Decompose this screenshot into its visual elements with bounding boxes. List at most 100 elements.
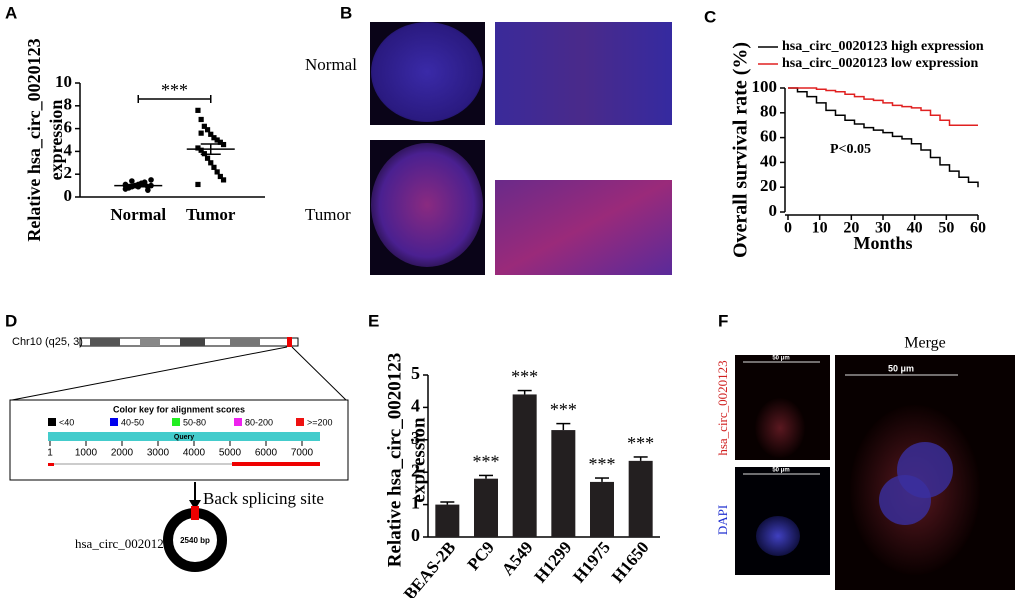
point (204, 127, 211, 133)
y-axis-label: Overall survival rate (%) (730, 42, 752, 258)
query-label: Query (174, 434, 194, 441)
key-label: 80-200 (245, 417, 273, 427)
ruler-label: 1000 (75, 448, 98, 459)
scale-label: 50 μm (888, 363, 914, 373)
x-tick-label: 20 (843, 220, 859, 237)
point (145, 187, 151, 193)
key-label: <40 (59, 417, 74, 427)
y-tick-label: 100 (752, 77, 778, 96)
x-tick-label: 30 (875, 220, 891, 237)
channel-label: hsa_circ_0020123 (715, 360, 730, 455)
point (208, 131, 214, 137)
x-tick-label: 50 (938, 220, 954, 237)
key-swatch (110, 418, 118, 426)
chromosome-label: Chr10 (q25, 3) (12, 336, 83, 348)
panel-letter: F (718, 311, 728, 330)
channel-label: DAPI (715, 505, 730, 535)
key-label: >=200 (307, 417, 333, 427)
micrographs (370, 22, 672, 275)
key-label: 40-50 (121, 417, 144, 427)
y-axis-label: Relative hsa_circ_0020123 (24, 38, 44, 241)
annotation: *** (161, 80, 188, 100)
x-tick-label: H1299 (530, 538, 575, 586)
x-tick-label: 40 (907, 220, 923, 237)
y-tick-label: 5 (411, 363, 420, 383)
point (201, 123, 207, 129)
y-tick-label: 40 (760, 151, 777, 170)
circ-label: hsa_circ_0020123 (75, 536, 170, 551)
y-axis-label: Relative hsa_circ_0020123 (384, 353, 405, 567)
point (198, 116, 204, 123)
y-tick-label: 2 (64, 163, 73, 182)
point (214, 137, 220, 143)
x-tick-label: H1650 (608, 538, 653, 586)
significance: *** (550, 400, 577, 420)
y-tick-label: 0 (411, 525, 420, 545)
scale-label: 50 μm (772, 468, 789, 474)
ruler-label: 5000 (219, 448, 242, 459)
significance: *** (627, 433, 654, 453)
bar (512, 394, 537, 537)
point (217, 139, 223, 145)
x-tick-label: 0 (784, 220, 792, 237)
key-label: 50-80 (183, 417, 206, 427)
point (148, 177, 154, 183)
scale-label: 50 μm (772, 356, 789, 362)
point (198, 147, 204, 153)
point (211, 135, 217, 141)
ruler-label: 1 (47, 448, 53, 459)
y-tick-label: 8 (64, 95, 73, 114)
legend-label: hsa_circ_0020123 high expression (782, 39, 984, 54)
y-tick-label: 10 (55, 72, 72, 91)
bar (628, 460, 653, 537)
panel-letter: D (5, 311, 17, 330)
bar (435, 504, 460, 537)
y-tick-label: 3 (411, 428, 420, 448)
y-axis-label: expression (46, 100, 66, 181)
significance: *** (589, 454, 616, 474)
y-tick-label: 2 (411, 460, 420, 480)
merge-label: Merge (904, 335, 945, 352)
bar (474, 478, 498, 537)
row-label: Normal (305, 55, 357, 74)
x-tick-label: Tumor (186, 205, 236, 224)
point (211, 164, 217, 170)
point (204, 155, 211, 161)
panel-letter: E (368, 311, 379, 330)
y-tick-label: 20 (760, 176, 777, 195)
panel-letter: B (340, 3, 352, 22)
point (195, 181, 201, 188)
survival-curve (788, 87, 978, 126)
point (129, 178, 135, 184)
circ-size: 2540 bp (180, 536, 210, 545)
fluorescence-images (735, 355, 1015, 590)
y-tick-label: 1 (411, 493, 420, 513)
panel-letter: A (5, 3, 17, 22)
y-tick-label: 4 (411, 396, 420, 416)
bar (551, 430, 576, 537)
significance: *** (511, 367, 538, 387)
point (198, 130, 204, 136)
site-label: Back splicing site (203, 489, 324, 508)
y-tick-label: 4 (64, 140, 73, 159)
ruler-label: 3000 (147, 448, 170, 459)
y-axis-label: expression (408, 417, 429, 503)
ruler-label: 6000 (255, 448, 278, 459)
key-swatch (296, 418, 304, 426)
x-tick-label: H1975 (569, 538, 614, 586)
ruler-label: 2000 (111, 448, 134, 459)
key-swatch (48, 418, 56, 426)
point (220, 177, 227, 183)
diagram (9, 337, 349, 572)
x-tick-label: Normal (110, 205, 166, 224)
x-axis-label: Months (853, 233, 912, 253)
annotation: P<0.05 (830, 142, 871, 157)
significance: *** (473, 452, 500, 472)
point (214, 169, 220, 175)
ruler-label: 7000 (291, 448, 314, 459)
x-tick-label: 10 (812, 220, 828, 237)
survival-curve (788, 87, 979, 188)
x-tick-label: PC9 (463, 538, 498, 574)
point (195, 145, 201, 151)
